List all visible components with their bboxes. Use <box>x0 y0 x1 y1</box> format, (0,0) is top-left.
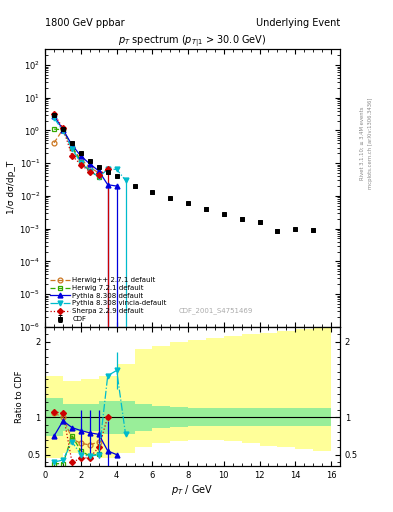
Line: Herwig 7.2.1 default: Herwig 7.2.1 default <box>52 126 101 179</box>
Herwig 7.2.1 default <box>79 159 83 165</box>
Pythia 8.308 default <box>96 168 101 174</box>
Pythia 8.308 vincia-default <box>88 168 92 174</box>
Pythia 8.308 vincia-default <box>123 177 128 183</box>
Text: CDF_2001_S4751469: CDF_2001_S4751469 <box>179 307 253 313</box>
Herwig 7.2.1 default <box>61 126 65 133</box>
Pythia 8.308 default <box>79 153 83 159</box>
Herwig 7.2.1 default <box>52 126 57 132</box>
Pythia 8.308 vincia-default <box>79 160 83 166</box>
Y-axis label: Ratio to CDF: Ratio to CDF <box>15 370 24 422</box>
Herwig++ 2.7.1 default <box>96 170 101 176</box>
Pythia 8.308 default <box>114 183 119 189</box>
Text: Underlying Event: Underlying Event <box>256 18 340 28</box>
Sherpa 2.2.9 default <box>88 168 92 175</box>
Pythia 8.308 vincia-default <box>105 166 110 173</box>
Sherpa 2.2.9 default <box>61 125 65 132</box>
Herwig++ 2.7.1 default <box>88 164 92 170</box>
Herwig++ 2.7.1 default <box>52 140 57 146</box>
Sherpa 2.2.9 default <box>96 172 101 178</box>
Sherpa 2.2.9 default <box>79 162 83 168</box>
Text: Rivet 3.1.10; ≥ 3.4M events: Rivet 3.1.10; ≥ 3.4M events <box>360 106 365 180</box>
Title: $p_T$ spectrum ($p_{T|1}$ > 30.0 GeV): $p_T$ spectrum ($p_{T|1}$ > 30.0 GeV) <box>118 33 267 49</box>
Sherpa 2.2.9 default <box>52 111 57 117</box>
Y-axis label: 1/σ dσ/dp_T: 1/σ dσ/dp_T <box>7 161 17 215</box>
X-axis label: $p_T$ / GeV: $p_T$ / GeV <box>171 482 214 497</box>
Herwig++ 2.7.1 default <box>61 126 65 132</box>
Line: Pythia 8.308 default: Pythia 8.308 default <box>52 113 119 188</box>
Herwig 7.2.1 default <box>96 174 101 180</box>
Line: Sherpa 2.2.9 default: Sherpa 2.2.9 default <box>52 112 110 177</box>
Herwig++ 2.7.1 default <box>70 144 74 151</box>
Pythia 8.308 default <box>61 126 65 133</box>
Sherpa 2.2.9 default <box>70 153 74 159</box>
Text: 1800 GeV ppbar: 1800 GeV ppbar <box>45 18 125 28</box>
Pythia 8.308 vincia-default <box>61 128 65 134</box>
Legend: Herwig++ 2.7.1 default, Herwig 7.2.1 default, Pythia 8.308 default, Pythia 8.308: Herwig++ 2.7.1 default, Herwig 7.2.1 def… <box>49 276 168 324</box>
Herwig 7.2.1 default <box>70 143 74 150</box>
Pythia 8.308 vincia-default <box>52 115 57 121</box>
Pythia 8.308 default <box>105 182 110 188</box>
Pythia 8.308 vincia-default <box>96 174 101 180</box>
Herwig 7.2.1 default <box>88 168 92 174</box>
Herwig++ 2.7.1 default <box>79 156 83 162</box>
Pythia 8.308 vincia-default <box>114 166 119 173</box>
Text: mcplots.cern.ch [arXiv:1306.3436]: mcplots.cern.ch [arXiv:1306.3436] <box>368 98 373 189</box>
Pythia 8.308 default <box>70 142 74 148</box>
Pythia 8.308 default <box>52 113 57 119</box>
Line: Herwig++ 2.7.1 default: Herwig++ 2.7.1 default <box>52 126 101 176</box>
Sherpa 2.2.9 default <box>105 166 110 173</box>
Pythia 8.308 default <box>88 161 92 167</box>
Line: Pythia 8.308 vincia-default: Pythia 8.308 vincia-default <box>52 116 128 183</box>
Pythia 8.308 vincia-default <box>70 145 74 152</box>
